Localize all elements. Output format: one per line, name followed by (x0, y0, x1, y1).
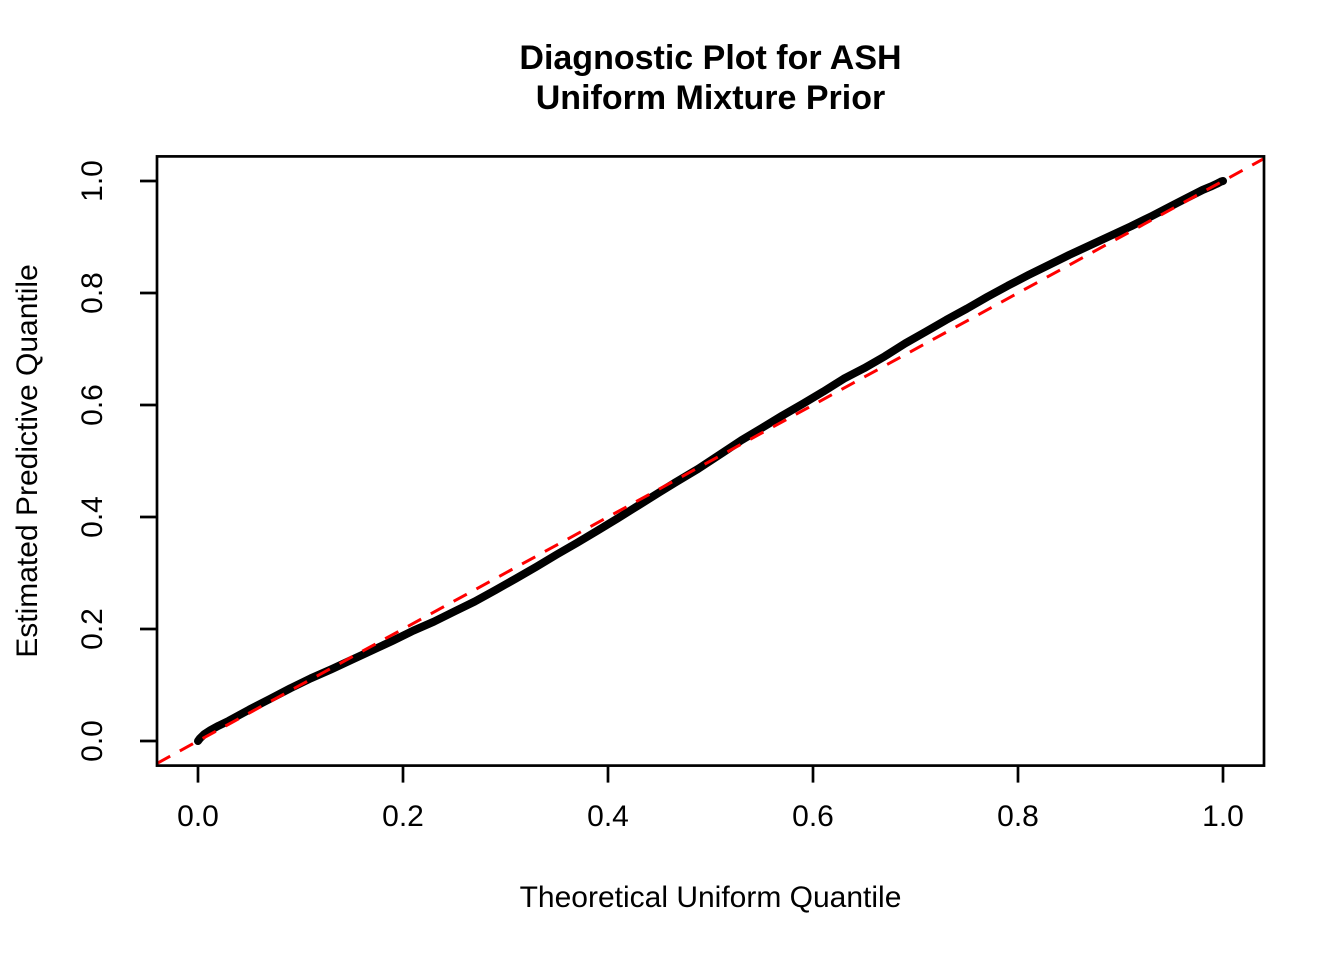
y-tick-label: 0.2 (76, 608, 109, 650)
y-tick-label: 0.0 (76, 720, 109, 762)
y-tick-label: 0.8 (76, 272, 109, 314)
reference-diagonal-line (156, 157, 1265, 765)
y-tick-label: 1.0 (76, 160, 109, 202)
plot-title-line2: Uniform Mixture Prior (535, 79, 886, 117)
x-tick-label: 0.0 (177, 800, 219, 833)
y-axis-label: Estimated Predictive Quantile (11, 264, 44, 658)
plot-title: Diagnostic Plot for ASH Uniform Mixture … (157, 38, 1264, 118)
y-tick-label: 0.6 (76, 384, 109, 426)
x-tick-label: 1.0 (1202, 800, 1244, 833)
x-axis-label: Theoretical Uniform Quantile (519, 881, 902, 914)
x-tick-label: 0.4 (587, 800, 629, 833)
x-tick-label: 0.6 (792, 800, 834, 833)
x-tick-label: 0.2 (382, 800, 424, 833)
plot-title-line1: Diagnostic Plot for ASH (519, 39, 902, 77)
x-tick-label: 0.8 (997, 800, 1039, 833)
y-tick-label: 0.4 (76, 496, 109, 538)
plot-box (155, 155, 1266, 767)
